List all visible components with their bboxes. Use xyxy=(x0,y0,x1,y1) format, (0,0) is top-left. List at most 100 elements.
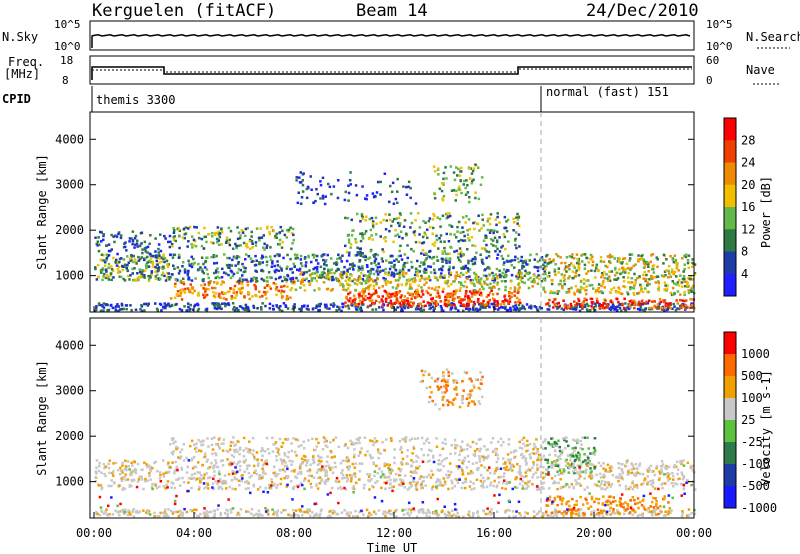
power-cell xyxy=(244,258,247,261)
velocity-cell xyxy=(123,468,126,471)
power-cell xyxy=(114,234,117,237)
velocity-cell xyxy=(514,449,518,452)
velocity-cell xyxy=(420,508,424,511)
power-cell xyxy=(542,286,545,290)
velocity-cell xyxy=(324,474,327,477)
power-cell xyxy=(519,301,522,305)
power-cell xyxy=(207,233,211,236)
power-cell xyxy=(476,300,480,304)
velocity-cell xyxy=(117,468,120,472)
velocity-cell xyxy=(357,478,361,481)
velocity-cell xyxy=(318,482,321,485)
velocity-cell xyxy=(179,451,182,454)
power-cell xyxy=(96,263,100,267)
velocity-cell xyxy=(352,485,355,488)
power-cell xyxy=(457,252,460,256)
power-cell xyxy=(544,290,547,294)
power-cell xyxy=(503,295,506,298)
power-cell xyxy=(218,303,221,307)
power-cell xyxy=(596,301,600,305)
power-cell xyxy=(229,229,233,233)
power-cell xyxy=(328,269,332,272)
power-cell xyxy=(286,253,289,257)
power-cell xyxy=(222,297,226,300)
power-cell xyxy=(115,235,119,238)
power-cell xyxy=(550,282,554,286)
power-cell xyxy=(289,296,292,299)
power-cell xyxy=(390,261,393,264)
power-cell xyxy=(361,265,364,268)
power-cell xyxy=(416,212,420,215)
power-cell xyxy=(407,185,410,189)
velocity-cell xyxy=(133,460,136,463)
velocity-cell xyxy=(569,459,572,462)
power-cell xyxy=(102,268,105,272)
power-cell xyxy=(549,291,552,295)
power-cell xyxy=(441,199,445,202)
nsearch-tick-hi: 10^5 xyxy=(706,18,733,31)
velocity-cell xyxy=(340,511,344,514)
power-cell xyxy=(503,261,506,264)
velocity-cell xyxy=(557,473,560,476)
velocity-cell xyxy=(277,448,280,451)
power-cell xyxy=(607,276,611,279)
power-cell xyxy=(179,279,183,283)
power-cell xyxy=(217,230,220,233)
velocity-cell xyxy=(266,508,269,512)
power-cell xyxy=(385,297,388,301)
power-cell xyxy=(316,262,320,265)
power-cell xyxy=(445,217,448,220)
power-cell xyxy=(279,275,282,279)
velocity-cell xyxy=(216,465,220,469)
power-cell xyxy=(216,271,220,274)
power-cell xyxy=(423,267,427,271)
power-cell xyxy=(298,267,302,271)
power-cell xyxy=(576,302,579,306)
power-cell xyxy=(609,300,613,303)
power-cell xyxy=(330,271,333,275)
power-cell xyxy=(568,264,571,267)
velocity-cell xyxy=(221,482,224,485)
velocity-cell xyxy=(601,515,605,518)
power-cell xyxy=(268,230,271,234)
velocity-cell xyxy=(310,486,313,489)
power-cell xyxy=(381,285,384,288)
power-cell xyxy=(630,266,633,270)
power-cell xyxy=(459,231,462,234)
power-cell xyxy=(527,278,530,281)
velocity-cell xyxy=(147,510,151,513)
velocity-cell xyxy=(618,473,621,476)
power-cell xyxy=(236,226,239,229)
power-cell xyxy=(261,261,264,264)
velocity-cell xyxy=(521,480,524,483)
power-cell xyxy=(476,222,480,226)
power-cell xyxy=(190,279,194,282)
power-cell xyxy=(427,275,431,278)
power-cell xyxy=(241,307,244,310)
power-cell xyxy=(663,288,667,292)
power-cell xyxy=(577,299,581,302)
power-cell xyxy=(650,276,653,280)
velocity-cell xyxy=(260,477,263,480)
power-cell xyxy=(367,288,371,291)
power-cell xyxy=(491,271,494,275)
power-cell xyxy=(191,292,194,295)
power-cell xyxy=(669,291,672,295)
velocity-cell xyxy=(299,481,303,485)
velocity-cell xyxy=(521,484,525,488)
velocity-cell xyxy=(400,478,403,482)
velocity-cell xyxy=(106,514,110,517)
power-cell xyxy=(628,281,632,284)
power-cell xyxy=(262,246,265,249)
velocity-cell xyxy=(427,510,431,513)
power-cell xyxy=(508,297,512,300)
power-cell xyxy=(192,238,196,242)
power-cell xyxy=(514,255,517,259)
power-cell xyxy=(504,247,507,251)
cpid-label: CPID xyxy=(2,92,31,106)
power-cell xyxy=(640,289,643,293)
power-cell xyxy=(533,265,536,269)
power-cell xyxy=(477,308,480,311)
velocity-cell xyxy=(509,466,513,469)
velocity-cell xyxy=(468,515,472,518)
